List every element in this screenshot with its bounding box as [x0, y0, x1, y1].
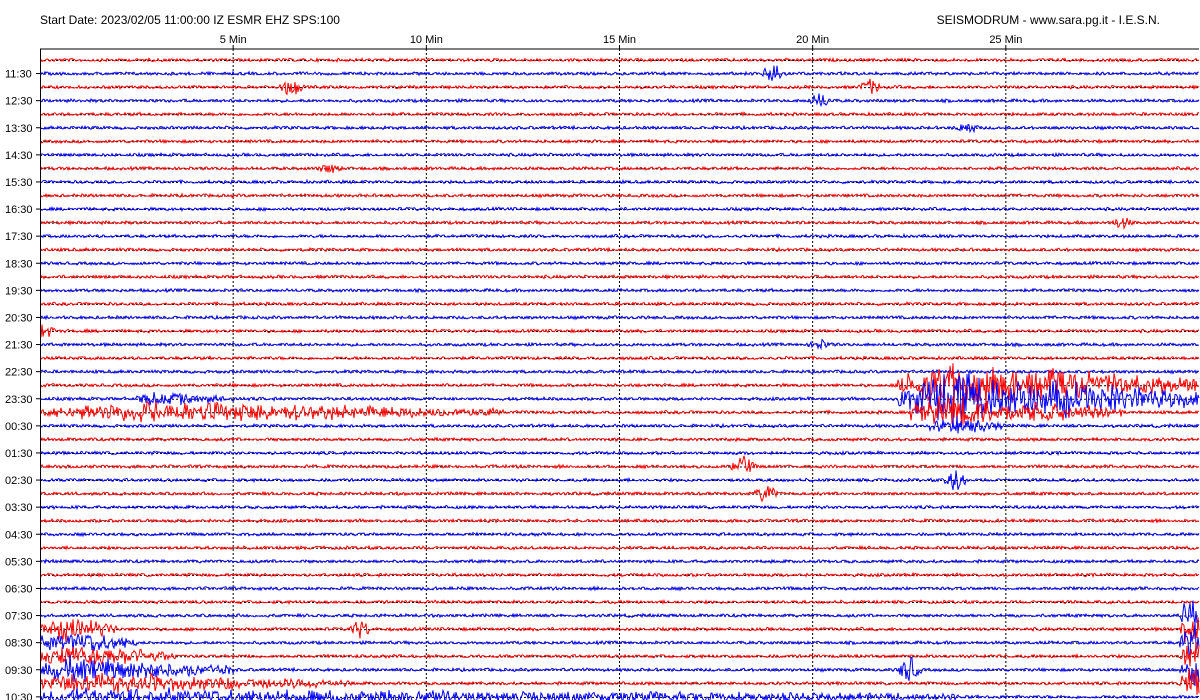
- seismic-trace: [40, 470, 1200, 491]
- seismic-trace: [40, 138, 1200, 145]
- seismic-trace: [40, 504, 1200, 511]
- seismic-trace: [40, 436, 1200, 443]
- x-tick-label: 5 Min: [220, 34, 247, 46]
- seismic-trace: [40, 65, 1200, 81]
- seismic-trace: [41, 93, 1200, 108]
- seismic-trace: [40, 486, 1200, 503]
- traces: [40, 56, 1200, 700]
- seismic-trace: [40, 314, 1200, 321]
- y-tick-label: 10:30: [5, 692, 33, 700]
- y-tick-label: 20:30: [5, 312, 33, 324]
- seismic-trace: [40, 324, 1200, 338]
- seismic-trace: [40, 217, 1200, 231]
- seismic-trace: [40, 287, 1200, 294]
- x-tick-label: 15 Min: [603, 34, 636, 46]
- seismic-trace: [40, 124, 1200, 134]
- y-tick-label: 22:30: [5, 367, 33, 379]
- y-tick-label: 14:30: [5, 150, 33, 162]
- seismic-trace: [40, 368, 1200, 375]
- seismic-trace: [40, 531, 1200, 538]
- seismic-trace: [40, 641, 1200, 667]
- seismic-trace: [40, 617, 1200, 643]
- axes: 5 Min 10 Min 15 Min 20 Min 25 Min 11:30 12:30 1…: [5, 34, 1199, 700]
- seismic-trace: [40, 164, 1200, 174]
- y-tick-label: 16:30: [5, 204, 33, 216]
- seismic-trace: [40, 585, 1200, 592]
- y-tick-label: 02:30: [5, 475, 33, 487]
- seismic-trace: [40, 655, 1200, 687]
- y-tick-label: 19:30: [5, 285, 33, 297]
- y-tick-label: 23:30: [5, 394, 33, 406]
- seismic-trace: [40, 338, 1200, 351]
- header-source: SEISMODRUM - www.sara.pg.it - I.E.S.N.: [936, 13, 1160, 27]
- y-tick-label: 18:30: [5, 258, 33, 270]
- y-tick-label: 03:30: [5, 502, 33, 514]
- y-tick-label: 21:30: [5, 340, 33, 352]
- y-tick-label: 05:30: [5, 556, 33, 568]
- seismic-trace: [40, 600, 1200, 624]
- seismic-trace: [40, 300, 1200, 307]
- seismic-trace: [40, 395, 1199, 426]
- seismic-trace: [40, 354, 1200, 362]
- y-tick-label: 07:30: [5, 611, 33, 623]
- seismic-trace: [40, 455, 1200, 473]
- seismic-trace: [40, 363, 1200, 405]
- seismic-trace: [40, 56, 1200, 64]
- seismic-trace: [40, 232, 1200, 240]
- seismic-trace: [40, 544, 1200, 551]
- seismic-trace: [40, 450, 1200, 457]
- y-tick-label: 15:30: [5, 177, 33, 189]
- y-tick-label: 04:30: [5, 529, 33, 541]
- y-tick-label: 11:30: [5, 69, 32, 81]
- x-tick-label: 10 Min: [410, 34, 443, 46]
- seismic-trace: [40, 598, 1200, 606]
- seismic-trace: [40, 622, 1200, 659]
- seismic-trace: [40, 517, 1200, 524]
- seismic-trace: [40, 558, 1200, 565]
- seismic-trace: [40, 205, 1200, 213]
- seismic-trace: [40, 178, 1200, 185]
- y-tick-label: 17:30: [5, 231, 33, 243]
- seismic-trace: [40, 78, 1200, 96]
- y-tick-label: 00:30: [5, 421, 33, 433]
- seismic-trace: [40, 246, 1200, 253]
- seismic-trace: [40, 571, 1200, 578]
- seismic-trace: [40, 111, 1200, 118]
- seismic-trace: [40, 151, 1200, 158]
- seismic-trace: [40, 273, 1200, 280]
- seismic-trace: [40, 192, 1200, 199]
- y-tick-label: 06:30: [5, 583, 33, 595]
- seismic-trace: [40, 668, 1200, 695]
- y-tick-label: 08:30: [5, 638, 33, 650]
- seismic-trace: [40, 416, 1200, 434]
- y-tick-label: 09:30: [5, 665, 33, 677]
- x-tick-label: 25 Min: [989, 34, 1022, 46]
- y-tick-label: 13:30: [5, 123, 33, 135]
- header-start-info: Start Date: 2023/02/05 11:00:00 IZ ESMR …: [40, 13, 340, 27]
- y-tick-label: 12:30: [5, 96, 33, 108]
- x-tick-label: 20 Min: [796, 34, 829, 46]
- seismic-trace: [40, 260, 1200, 267]
- y-tick-label: 01:30: [5, 448, 33, 460]
